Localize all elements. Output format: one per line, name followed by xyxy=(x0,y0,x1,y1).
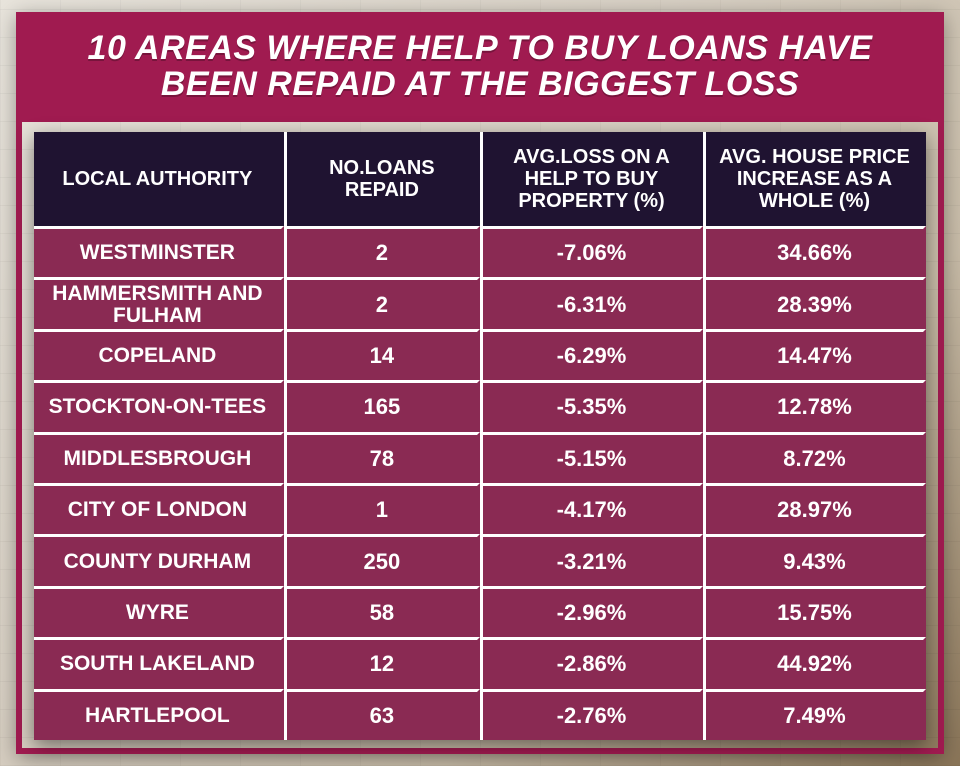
cell-loss: -2.86% xyxy=(480,637,703,688)
cell-increase: 28.39% xyxy=(703,277,926,328)
cell-loans: 12 xyxy=(284,637,480,688)
cell-loss: -7.06% xyxy=(480,226,703,277)
cell-authority: HARTLEPOOL xyxy=(34,689,284,740)
cell-loans: 165 xyxy=(284,380,480,431)
cell-authority: WYRE xyxy=(34,586,284,637)
cell-authority: SOUTH LAKELAND xyxy=(34,637,284,688)
cell-loans: 78 xyxy=(284,432,480,483)
cell-increase: 9.43% xyxy=(703,534,926,585)
cell-increase: 14.47% xyxy=(703,329,926,380)
table-row: SOUTH LAKELAND12-2.86%44.92% xyxy=(34,637,926,688)
data-table: LOCAL AUTHORITY NO.LOANS REPAID AVG.LOSS… xyxy=(34,132,926,740)
cell-loss: -2.96% xyxy=(480,586,703,637)
cell-loans: 63 xyxy=(284,689,480,740)
cell-loans: 250 xyxy=(284,534,480,585)
cell-loss: -5.35% xyxy=(480,380,703,431)
cell-loans: 2 xyxy=(284,277,480,328)
cell-loans: 2 xyxy=(284,226,480,277)
cell-loans: 58 xyxy=(284,586,480,637)
cell-loss: -4.17% xyxy=(480,483,703,534)
cell-increase: 15.75% xyxy=(703,586,926,637)
table-row: MIDDLESBROUGH78-5.15%8.72% xyxy=(34,432,926,483)
cell-authority: STOCKTON-ON-TEES xyxy=(34,380,284,431)
cell-authority: HAMMERSMITH AND FULHAM xyxy=(34,277,284,328)
cell-loss: -3.21% xyxy=(480,534,703,585)
infographic-title: 10 AREAS WHERE HELP TO BUY LOANS HAVE BE… xyxy=(40,31,920,102)
title-bar: 10 AREAS WHERE HELP TO BUY LOANS HAVE BE… xyxy=(16,12,944,122)
cell-authority: COPELAND xyxy=(34,329,284,380)
cell-loss: -5.15% xyxy=(480,432,703,483)
table-row: CITY OF LONDON1-4.17%28.97% xyxy=(34,483,926,534)
table-row: STOCKTON-ON-TEES165-5.35%12.78% xyxy=(34,380,926,431)
cell-increase: 7.49% xyxy=(703,689,926,740)
col-header-loans: NO.LOANS REPAID xyxy=(284,132,480,226)
cell-increase: 12.78% xyxy=(703,380,926,431)
table-row: WESTMINSTER2-7.06%34.66% xyxy=(34,226,926,277)
table-row: COPELAND14-6.29%14.47% xyxy=(34,329,926,380)
table-body: WESTMINSTER2-7.06%34.66%HAMMERSMITH AND … xyxy=(34,226,926,740)
cell-increase: 34.66% xyxy=(703,226,926,277)
table-row: WYRE58-2.96%15.75% xyxy=(34,586,926,637)
table-row: COUNTY DURHAM250-3.21%9.43% xyxy=(34,534,926,585)
cell-authority: WESTMINSTER xyxy=(34,226,284,277)
col-header-loss: AVG.LOSS ON A HELP TO BUY PROPERTY (%) xyxy=(480,132,703,226)
col-header-increase: AVG. HOUSE PRICE INCREASE AS A WHOLE (%) xyxy=(703,132,926,226)
cell-loss: -6.29% xyxy=(480,329,703,380)
cell-authority: COUNTY DURHAM xyxy=(34,534,284,585)
cell-loss: -6.31% xyxy=(480,277,703,328)
cell-loans: 14 xyxy=(284,329,480,380)
cell-authority: MIDDLESBROUGH xyxy=(34,432,284,483)
cell-increase: 28.97% xyxy=(703,483,926,534)
cell-loans: 1 xyxy=(284,483,480,534)
table-row: HAMMERSMITH AND FULHAM2-6.31%28.39% xyxy=(34,277,926,328)
table-header-row: LOCAL AUTHORITY NO.LOANS REPAID AVG.LOSS… xyxy=(34,132,926,226)
cell-authority: CITY OF LONDON xyxy=(34,483,284,534)
cell-loss: -2.76% xyxy=(480,689,703,740)
col-header-authority: LOCAL AUTHORITY xyxy=(34,132,284,226)
cell-increase: 44.92% xyxy=(703,637,926,688)
cell-increase: 8.72% xyxy=(703,432,926,483)
table-row: HARTLEPOOL63-2.76%7.49% xyxy=(34,689,926,740)
